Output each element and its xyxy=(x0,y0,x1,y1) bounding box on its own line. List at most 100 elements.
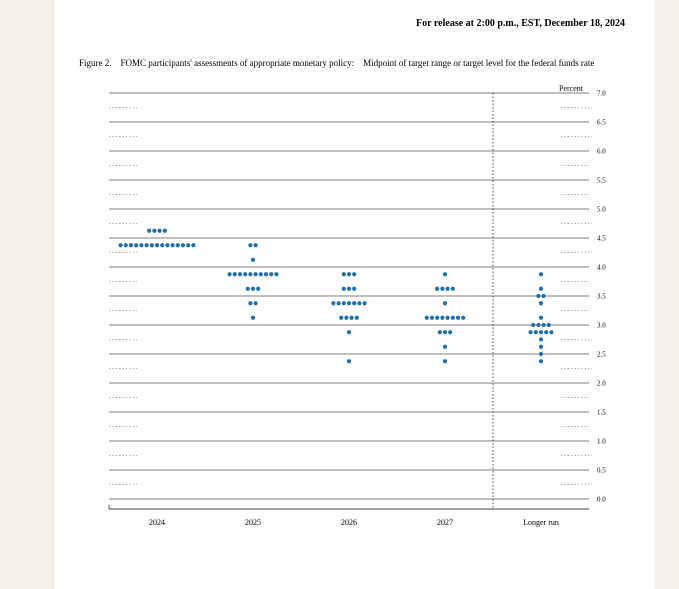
dot-plot-chart: 0.00.51.01.52.02.53.03.54.04.55.05.56.06… xyxy=(79,79,631,539)
dot xyxy=(529,330,533,334)
dot xyxy=(186,243,190,247)
x-tick-label: Longer run xyxy=(523,518,559,527)
dot xyxy=(443,345,447,349)
x-tick-label: 2024 xyxy=(149,518,165,527)
dot xyxy=(438,330,442,334)
dot xyxy=(160,243,164,247)
dot xyxy=(456,316,460,320)
dot xyxy=(539,338,543,342)
dot xyxy=(171,243,175,247)
dot xyxy=(539,359,543,363)
dot xyxy=(251,287,255,291)
dot xyxy=(531,323,535,327)
dot xyxy=(248,301,252,305)
dot xyxy=(228,272,232,276)
dot xyxy=(536,294,540,298)
dot xyxy=(440,287,444,291)
y-axis-unit: Percent xyxy=(559,84,584,93)
dot xyxy=(248,272,252,276)
dot xyxy=(238,272,242,276)
y-tick-label: 0.0 xyxy=(597,496,606,504)
dot xyxy=(243,272,247,276)
dot xyxy=(352,272,356,276)
dot xyxy=(259,272,263,276)
dot xyxy=(547,323,551,327)
dot xyxy=(443,359,447,363)
document-page: For release at 2:00 p.m., EST, December … xyxy=(55,0,655,589)
dot xyxy=(446,287,450,291)
dot xyxy=(435,316,439,320)
dot xyxy=(233,272,237,276)
dot xyxy=(443,301,447,305)
dot xyxy=(544,330,548,334)
dot xyxy=(147,229,151,233)
chart-svg: 0.00.51.01.52.02.53.03.54.04.55.05.56.06… xyxy=(79,79,631,539)
dot xyxy=(347,287,351,291)
dot xyxy=(350,316,354,320)
dot xyxy=(347,359,351,363)
dot xyxy=(254,243,258,247)
dot xyxy=(342,301,346,305)
y-tick-label: 6.0 xyxy=(597,148,606,156)
dot xyxy=(256,287,260,291)
y-tick-label: 1.5 xyxy=(597,409,606,417)
dot xyxy=(355,316,359,320)
y-tick-label: 2.0 xyxy=(597,380,606,388)
y-tick-label: 0.5 xyxy=(597,467,606,475)
dot xyxy=(119,243,123,247)
dot xyxy=(163,229,167,233)
dot xyxy=(152,229,156,233)
x-tick-label: 2026 xyxy=(341,518,357,527)
dot xyxy=(539,345,543,349)
dot xyxy=(254,301,258,305)
y-tick-label: 4.0 xyxy=(597,264,606,272)
dot xyxy=(542,323,546,327)
dot xyxy=(165,243,169,247)
dot xyxy=(539,272,543,276)
dot xyxy=(539,301,543,305)
dot xyxy=(363,301,367,305)
dot xyxy=(435,287,439,291)
dot xyxy=(155,243,159,247)
release-timestamp: For release at 2:00 p.m., EST, December … xyxy=(79,18,631,29)
dot xyxy=(347,301,351,305)
dot xyxy=(443,330,447,334)
dot xyxy=(158,229,162,233)
dot xyxy=(347,330,351,334)
dot xyxy=(342,272,346,276)
dot xyxy=(352,287,356,291)
dot xyxy=(342,287,346,291)
dot xyxy=(357,301,361,305)
dot xyxy=(150,243,154,247)
dot xyxy=(347,272,351,276)
dot xyxy=(451,316,455,320)
y-tick-label: 4.5 xyxy=(597,235,606,243)
dot xyxy=(248,243,252,247)
dot xyxy=(536,323,540,327)
dot xyxy=(251,258,255,262)
dot xyxy=(145,243,149,247)
x-tick-label: 2027 xyxy=(437,518,453,527)
dot xyxy=(254,272,258,276)
dot xyxy=(269,272,273,276)
dot xyxy=(264,272,268,276)
dot xyxy=(191,243,195,247)
dot xyxy=(430,316,434,320)
dot xyxy=(339,316,343,320)
dot xyxy=(425,316,429,320)
y-tick-label: 1.0 xyxy=(597,438,606,446)
dot xyxy=(337,301,341,305)
dot xyxy=(451,287,455,291)
dot xyxy=(440,316,444,320)
dot xyxy=(461,316,465,320)
dot xyxy=(539,316,543,320)
y-tick-label: 2.5 xyxy=(597,351,606,359)
dot xyxy=(539,287,543,291)
dot xyxy=(352,301,356,305)
y-tick-label: 5.0 xyxy=(597,206,606,214)
x-tick-label: 2025 xyxy=(245,518,261,527)
dot xyxy=(446,316,450,320)
dot xyxy=(251,316,255,320)
dot xyxy=(539,330,543,334)
dot xyxy=(134,243,138,247)
